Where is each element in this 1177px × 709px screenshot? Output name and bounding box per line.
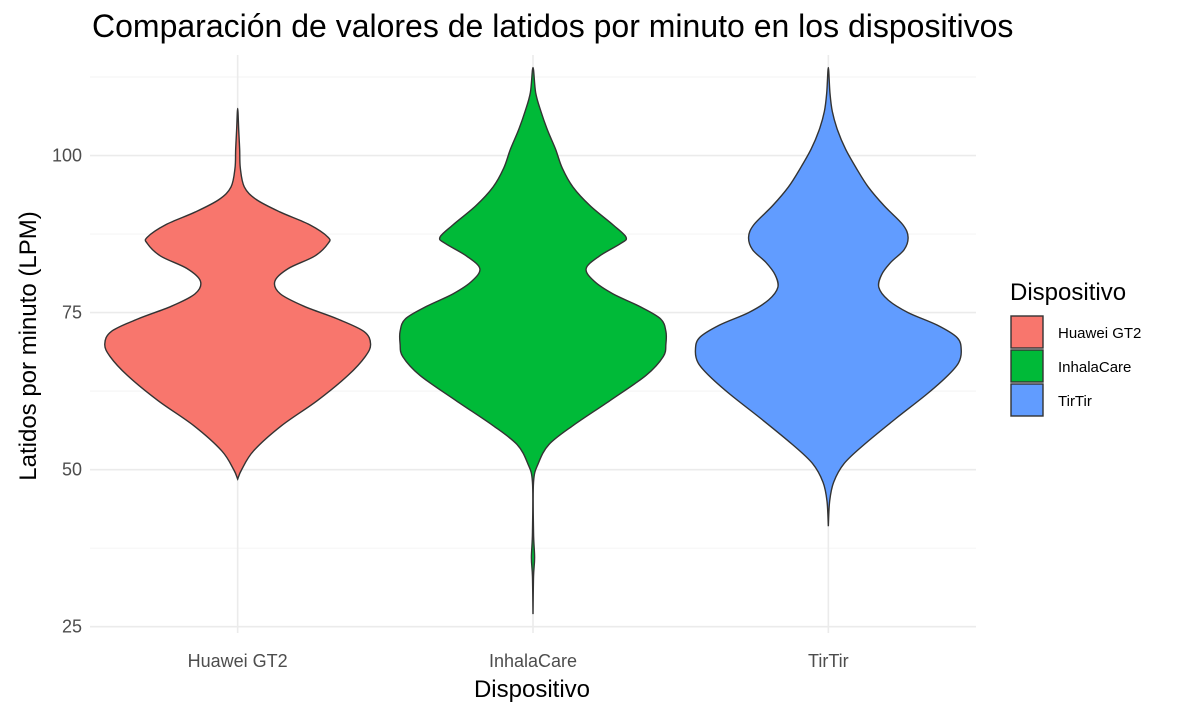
violin-tirtir [694,66,962,527]
plot-panel: 25 50 75 100 Huawei GT2 InhalaCare TirTir [52,55,976,671]
legend-title: Dispositivo [1010,279,1126,306]
y-tick-labels: 25 50 75 100 [52,146,82,637]
legend-label: Huawei GT2 [1058,325,1141,342]
legend-label: InhalaCare [1058,359,1131,376]
chart-title: Comparación de valores de latidos por mi… [92,8,1013,44]
x-tick-labels: Huawei GT2 InhalaCare TirTir [188,651,849,671]
violin-huawei-gt2 [104,107,372,481]
y-tick-label: 25 [62,617,82,637]
legend-key [1010,349,1044,383]
x-tick-label: Huawei GT2 [188,651,288,671]
violin-inhalacare [398,66,668,615]
legend-label: TirTir [1058,393,1092,410]
legend-key [1010,315,1044,349]
legend: Dispositivo Huawei GT2 InhalaCare TirTir [1010,279,1141,417]
x-tick-label: TirTir [808,651,849,671]
legend-key [1010,383,1044,417]
y-axis-title: Latidos por minuto (LPM) [15,211,42,480]
violin-layer [104,66,962,615]
y-tick-label: 75 [62,303,82,323]
x-tick-label: InhalaCare [489,651,577,671]
x-axis-title: Dispositivo [474,676,590,703]
legend-items: Huawei GT2 InhalaCare TirTir [1010,315,1141,417]
y-tick-label: 100 [52,146,82,166]
y-tick-label: 50 [62,460,82,480]
